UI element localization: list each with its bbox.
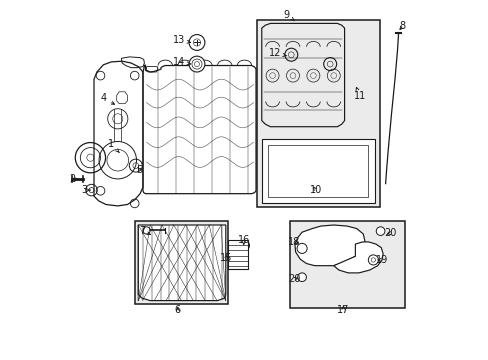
Bar	[257, 20, 379, 207]
Bar	[261, 139, 374, 203]
Circle shape	[142, 227, 150, 234]
Text: 2: 2	[69, 174, 78, 184]
Bar	[268, 145, 367, 197]
Text: 15: 15	[219, 253, 231, 264]
Circle shape	[189, 56, 204, 72]
Bar	[289, 221, 404, 308]
Text: 14: 14	[172, 57, 190, 67]
Text: 8: 8	[399, 21, 405, 31]
Text: 6: 6	[175, 305, 181, 315]
Text: 7: 7	[139, 226, 150, 236]
Text: 13: 13	[172, 35, 190, 45]
Text: 16: 16	[237, 235, 249, 246]
Text: 12: 12	[268, 48, 286, 58]
Circle shape	[375, 227, 384, 235]
Circle shape	[367, 255, 378, 265]
Polygon shape	[294, 225, 365, 266]
Text: 17: 17	[337, 305, 349, 315]
Text: 18: 18	[287, 237, 300, 247]
Bar	[134, 221, 228, 304]
Text: 20: 20	[287, 274, 300, 284]
Text: 9: 9	[283, 10, 294, 21]
Text: 11: 11	[353, 87, 365, 102]
Polygon shape	[138, 225, 225, 301]
Text: 20: 20	[384, 228, 396, 238]
Text: 5: 5	[136, 165, 142, 175]
Circle shape	[189, 35, 204, 50]
Circle shape	[297, 273, 306, 282]
Text: 1: 1	[108, 139, 119, 152]
Text: 4: 4	[100, 93, 114, 104]
Bar	[228, 240, 247, 269]
Text: 19: 19	[375, 255, 387, 265]
Text: 10: 10	[309, 185, 321, 195]
Text: 3: 3	[81, 185, 90, 195]
Polygon shape	[333, 242, 382, 273]
